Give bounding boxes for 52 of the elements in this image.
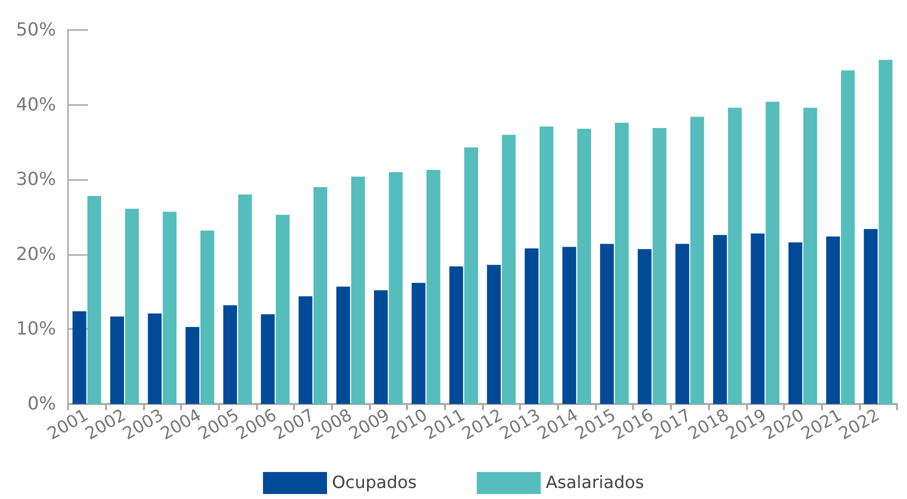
bar <box>487 264 501 404</box>
bar <box>186 326 200 404</box>
bar <box>502 134 516 404</box>
y-tick-label: 50% <box>16 20 56 40</box>
bar <box>200 230 214 404</box>
bar <box>540 126 554 404</box>
bar <box>426 170 440 404</box>
bar <box>788 242 802 404</box>
bar <box>864 228 878 404</box>
bar <box>110 316 124 404</box>
bar <box>374 290 388 404</box>
bar <box>125 208 139 404</box>
bar <box>803 108 818 404</box>
bar <box>750 233 765 404</box>
bar <box>675 244 690 404</box>
bar <box>298 296 312 404</box>
bar <box>412 282 426 404</box>
bar <box>728 108 742 404</box>
bar <box>351 176 365 404</box>
bar <box>313 187 328 404</box>
bar <box>223 305 238 404</box>
y-tick-label: 10% <box>16 318 56 340</box>
bar <box>826 236 840 404</box>
y-tick-label: 20% <box>16 244 56 265</box>
bar <box>600 244 614 404</box>
bar <box>524 248 538 404</box>
bar <box>652 128 666 404</box>
y-tick-label: 40% <box>16 94 56 116</box>
bar <box>577 128 592 404</box>
bar <box>148 313 162 404</box>
y-tick-label: 0% <box>27 394 56 414</box>
bar <box>87 196 102 404</box>
legend-label: Ocupados <box>332 473 417 493</box>
legend-label: Asalariados <box>546 473 644 493</box>
bar <box>614 122 629 404</box>
bar <box>841 70 855 404</box>
bar <box>72 311 86 404</box>
bar <box>878 60 892 404</box>
bar <box>464 147 478 404</box>
bar <box>162 212 177 404</box>
bar <box>388 172 403 404</box>
bar <box>766 102 780 404</box>
bar <box>238 194 252 404</box>
bar <box>638 249 652 404</box>
bar <box>449 266 464 404</box>
bar <box>276 214 290 404</box>
bar <box>336 286 350 404</box>
bar <box>690 116 704 404</box>
bar <box>260 314 275 404</box>
bar <box>713 234 727 404</box>
y-tick-label: 30% <box>16 169 56 190</box>
bar <box>562 246 576 404</box>
